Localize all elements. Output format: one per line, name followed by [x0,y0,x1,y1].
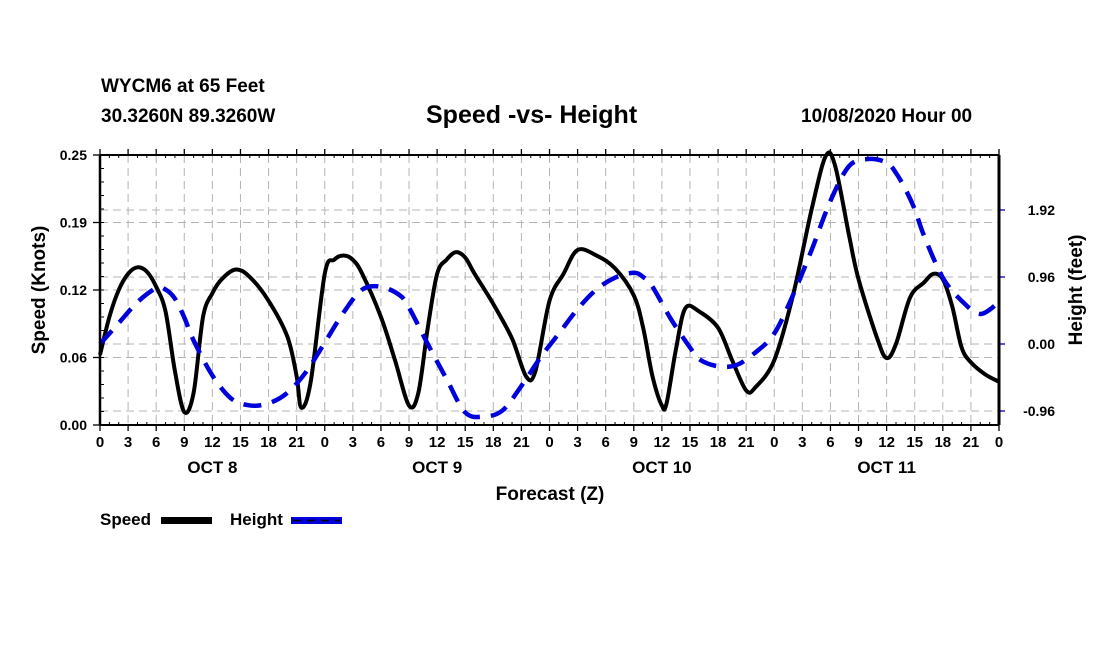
x-tick-label: 15 [232,434,249,451]
x-tick-label: 21 [513,434,530,451]
day-label: OCT 9 [412,458,462,477]
x-axis-title: Forecast (Z) [496,484,605,505]
x-tick-label: 0 [96,434,104,451]
x-tick-label: 6 [152,434,160,451]
y-tick-label: 0.00 [60,417,87,433]
x-tick-label: 3 [349,434,357,451]
x-tick-label: 18 [934,434,951,451]
x-tick-label: 18 [710,434,727,451]
series-line-speed [98,150,1000,415]
y-axis-title: Speed (Knots) [29,226,50,355]
y-tick-label: 0.19 [60,215,87,231]
y2-tick-label: 1.92 [1028,202,1055,218]
x-tick-label: 18 [485,434,502,451]
series-layer [98,150,1001,420]
x-tick-label: 3 [124,434,132,451]
forecast-datetime: 10/08/2020 Hour 00 [801,106,973,127]
x-tick-label: 15 [682,434,699,451]
y2-axis-title: Height (feet) [1066,235,1087,346]
day-label: OCT 11 [857,458,916,477]
x-tick-label: 21 [738,434,755,451]
day-label: OCT 8 [187,458,237,477]
x-tick-label: 6 [602,434,610,451]
x-tick-label: 0 [995,434,1003,451]
x-tick-label: 21 [963,434,980,451]
legend-height-label: Height [230,510,283,529]
x-tick-label: 6 [377,434,385,451]
y-tick-label: 0.25 [60,147,87,163]
legend-height-swatch [291,517,342,524]
coordinates-label: 30.3260N 89.3260W [101,106,276,127]
x-tick-label: 12 [204,434,221,451]
x-tick-label: 9 [180,434,188,451]
x-tick-label: 21 [288,434,305,451]
station-label: WYCM6 at 65 Feet [101,76,265,97]
y-tick-label: 0.06 [60,350,87,366]
x-tick-label: 6 [826,434,834,451]
grid-lines [100,155,999,425]
legend-speed-label: Speed [100,510,151,529]
y2-tick-label: -0.96 [1023,403,1055,419]
legend-speed-swatch [161,517,212,524]
x-tick-label: 0 [545,434,553,451]
x-tick-label: 12 [654,434,671,451]
y-tick-label: 0.12 [60,282,87,298]
x-tick-label: 18 [260,434,277,451]
x-tick-label: 9 [405,434,413,451]
series-line-height [98,156,1001,420]
y2-tick-label: 0.96 [1028,269,1055,285]
x-tick-label: 15 [457,434,474,451]
legend: Speed Height [100,510,342,529]
axis-labels-layer: 0 3 6 9 12 15 18 21 0 3 6 9 12 15 18 21 0 3 6 9 12 15 18 21 0 3 6 9… [60,147,1055,477]
x-tick-label: 15 [906,434,923,451]
y2-tick-label: 0.00 [1028,336,1055,352]
x-tick-label: 9 [854,434,862,451]
x-tick-label: 9 [630,434,638,451]
x-tick-label: 0 [770,434,778,451]
x-tick-label: 12 [878,434,895,451]
x-tick-label: 3 [798,434,806,451]
day-label: OCT 10 [632,458,692,477]
x-tick-label: 3 [573,434,581,451]
x-tick-label: 12 [429,434,446,451]
axes-layer [93,149,1005,431]
x-tick-label: 0 [321,434,329,451]
chart-title: Speed -vs- Height [426,101,638,129]
